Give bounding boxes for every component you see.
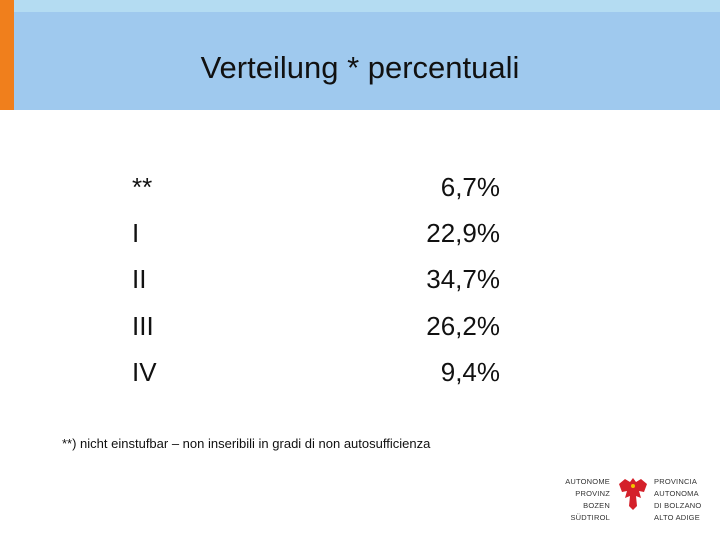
logo-text-de: AUTONOME PROVINZ BOZEN SÜDTIROL	[540, 476, 610, 524]
header-stripe	[0, 0, 720, 12]
logo-line: PROVINZ	[575, 489, 610, 498]
row-label: II	[132, 264, 147, 295]
row-label: IV	[132, 356, 157, 387]
logo-line: AUTONOMA	[654, 489, 699, 498]
row-value: 22,9%	[426, 218, 500, 249]
eagle-shape	[619, 478, 647, 510]
row-label: **	[132, 172, 153, 202]
logo-eagle	[619, 478, 647, 510]
logo-text-it: PROVINCIA AUTONOMA DI BOLZANO ALTO ADIGE	[654, 476, 701, 524]
logo-line: SÜDTIROL	[570, 513, 610, 522]
logo-line: ALTO ADIGE	[654, 513, 700, 522]
footnote: **) nicht einstufbar – non inseribili in…	[62, 436, 431, 451]
row-label: III	[132, 310, 154, 341]
row-value: 34,7%	[426, 264, 500, 295]
slide-title: Verteilung * percentuali	[200, 50, 520, 85]
eagle-crown	[631, 484, 635, 488]
row-value: 26,2%	[426, 310, 500, 341]
logo-line: DI BOLZANO	[654, 501, 702, 510]
row-label: I	[132, 218, 140, 249]
logo-line: AUTONOME	[565, 477, 610, 486]
logo-line: BOZEN	[583, 501, 610, 510]
logo-line: PROVINCIA	[654, 477, 698, 486]
accent-bar	[0, 0, 14, 110]
row-value: 6,7%	[440, 172, 500, 202]
header-band	[0, 0, 720, 110]
row-value: 9,4%	[440, 356, 500, 387]
